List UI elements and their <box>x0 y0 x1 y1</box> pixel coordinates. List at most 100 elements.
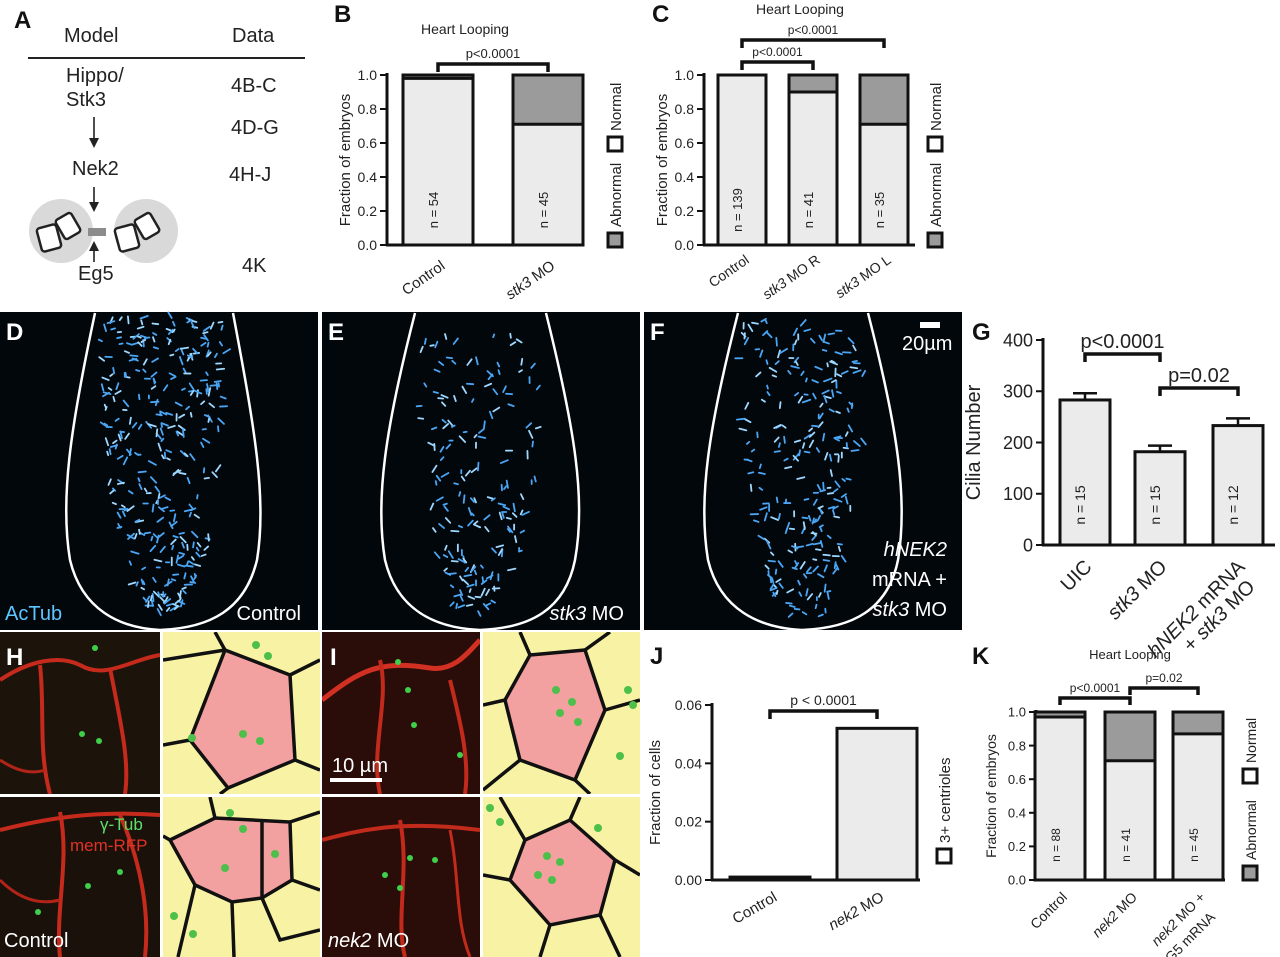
panel-b-chart: B Heart Looping 0.0 0.2 0.4 0.6 0.8 1.0Fractio… <box>334 1 625 303</box>
cilium-mark <box>834 480 841 488</box>
cilium-mark <box>447 419 454 427</box>
cilium-mark <box>108 448 112 456</box>
cilium-mark <box>203 545 210 551</box>
cilium-mark <box>525 422 533 429</box>
x-tick-label: Control <box>706 251 752 290</box>
cilium-mark <box>490 599 496 604</box>
cilium-mark <box>834 437 840 442</box>
cilium-mark <box>736 417 746 421</box>
cilium-mark <box>159 545 166 554</box>
cilium-mark <box>165 607 171 612</box>
cilium-mark <box>833 561 837 570</box>
p-value-label: p<0.0001 <box>466 46 521 61</box>
cilium-mark <box>160 437 165 443</box>
cilium-mark <box>501 511 505 519</box>
cilium-mark <box>143 531 152 535</box>
cilium-mark <box>764 319 768 324</box>
cilium-mark <box>196 494 199 500</box>
bar-outline <box>1171 710 1225 882</box>
cilium-mark <box>817 505 824 510</box>
n-label: n = 12 <box>1225 485 1241 525</box>
kv-outline-f <box>703 312 903 632</box>
y-tick-label: 0.8 <box>675 101 695 117</box>
legend-label: 3+ centrioles <box>937 758 954 843</box>
cilium-mark <box>459 575 464 582</box>
cilium-mark <box>136 325 145 330</box>
cilium-mark <box>153 558 163 563</box>
cilium-mark <box>117 481 125 485</box>
cilium-mark <box>188 560 195 565</box>
panel-label-d: D <box>6 319 23 346</box>
cilium-mark <box>792 454 800 462</box>
cilium-mark <box>152 378 157 384</box>
cilium-mark <box>159 596 166 603</box>
cilium-mark <box>186 560 190 566</box>
cilium-mark <box>165 603 174 607</box>
cilium-mark <box>432 391 439 394</box>
cilium-mark <box>177 554 185 560</box>
cilium-mark <box>217 320 224 324</box>
panel-label-j: J <box>650 643 663 670</box>
cilium-mark <box>831 389 835 398</box>
cilium-mark <box>159 427 164 436</box>
cilium-mark <box>219 395 227 400</box>
cilium-mark <box>179 536 187 544</box>
cilium-mark <box>152 336 156 343</box>
cilium-mark <box>137 477 141 483</box>
cilium-mark <box>138 393 141 401</box>
cilium-mark <box>811 520 818 524</box>
bar-abnormal <box>1105 712 1155 761</box>
cilium-mark <box>845 477 852 481</box>
cilium-mark <box>140 338 147 343</box>
cilium-mark <box>178 471 187 475</box>
cilium-mark <box>458 491 462 497</box>
cilium-mark <box>790 365 800 369</box>
cilium-mark <box>799 319 807 327</box>
cilium-mark <box>745 440 751 445</box>
condition-label-d: Control <box>237 603 301 625</box>
cilium-mark <box>195 551 201 558</box>
cilium-mark <box>759 506 768 511</box>
cilium-mark <box>200 341 207 347</box>
cilium-mark <box>188 503 194 510</box>
cilium-mark <box>470 467 478 474</box>
cilium-mark <box>743 337 750 346</box>
cilium-mark <box>451 359 457 365</box>
cilium-mark <box>143 487 148 493</box>
cilium-mark <box>473 569 478 576</box>
cilium-mark <box>503 485 508 490</box>
y-tick-label: 0.02 <box>675 814 702 830</box>
y-axis-label: Cilia Number <box>963 384 985 500</box>
y-tick-label: 0.06 <box>675 697 702 713</box>
cilium-mark <box>803 450 811 454</box>
cilium-mark <box>121 510 126 517</box>
cilium-mark <box>819 540 824 548</box>
bar <box>1058 398 1112 547</box>
panel-d-micrograph: D AcTub Control <box>0 311 318 632</box>
x-tick-label: stk3 MO R <box>759 251 822 302</box>
cilium-mark <box>506 528 511 533</box>
diagram-h-top <box>163 632 320 794</box>
significance-bracket <box>740 60 815 70</box>
cilium-mark <box>211 471 218 479</box>
cilium-mark <box>773 423 782 429</box>
pathway-arrow-2 <box>89 187 99 212</box>
x-tick-label: Control <box>399 257 448 299</box>
p-value-label: p < 0.0001 <box>790 692 857 708</box>
cilium-mark <box>444 544 448 551</box>
cilium-mark <box>473 520 479 526</box>
cilium-mark <box>101 376 110 381</box>
cilium-mark <box>452 337 459 345</box>
cilium-mark <box>110 327 116 331</box>
cilium-mark <box>215 382 219 390</box>
cilium-mark <box>182 367 187 373</box>
cilium-mark <box>466 358 473 366</box>
cilium-mark <box>457 558 467 564</box>
cilium-mark <box>150 371 158 378</box>
cilium-mark <box>107 387 113 391</box>
cilium-mark <box>778 582 784 589</box>
cilium-mark <box>151 322 160 326</box>
cilium-mark <box>483 420 486 430</box>
cilium-mark <box>485 574 494 580</box>
cilium-mark <box>459 589 464 597</box>
